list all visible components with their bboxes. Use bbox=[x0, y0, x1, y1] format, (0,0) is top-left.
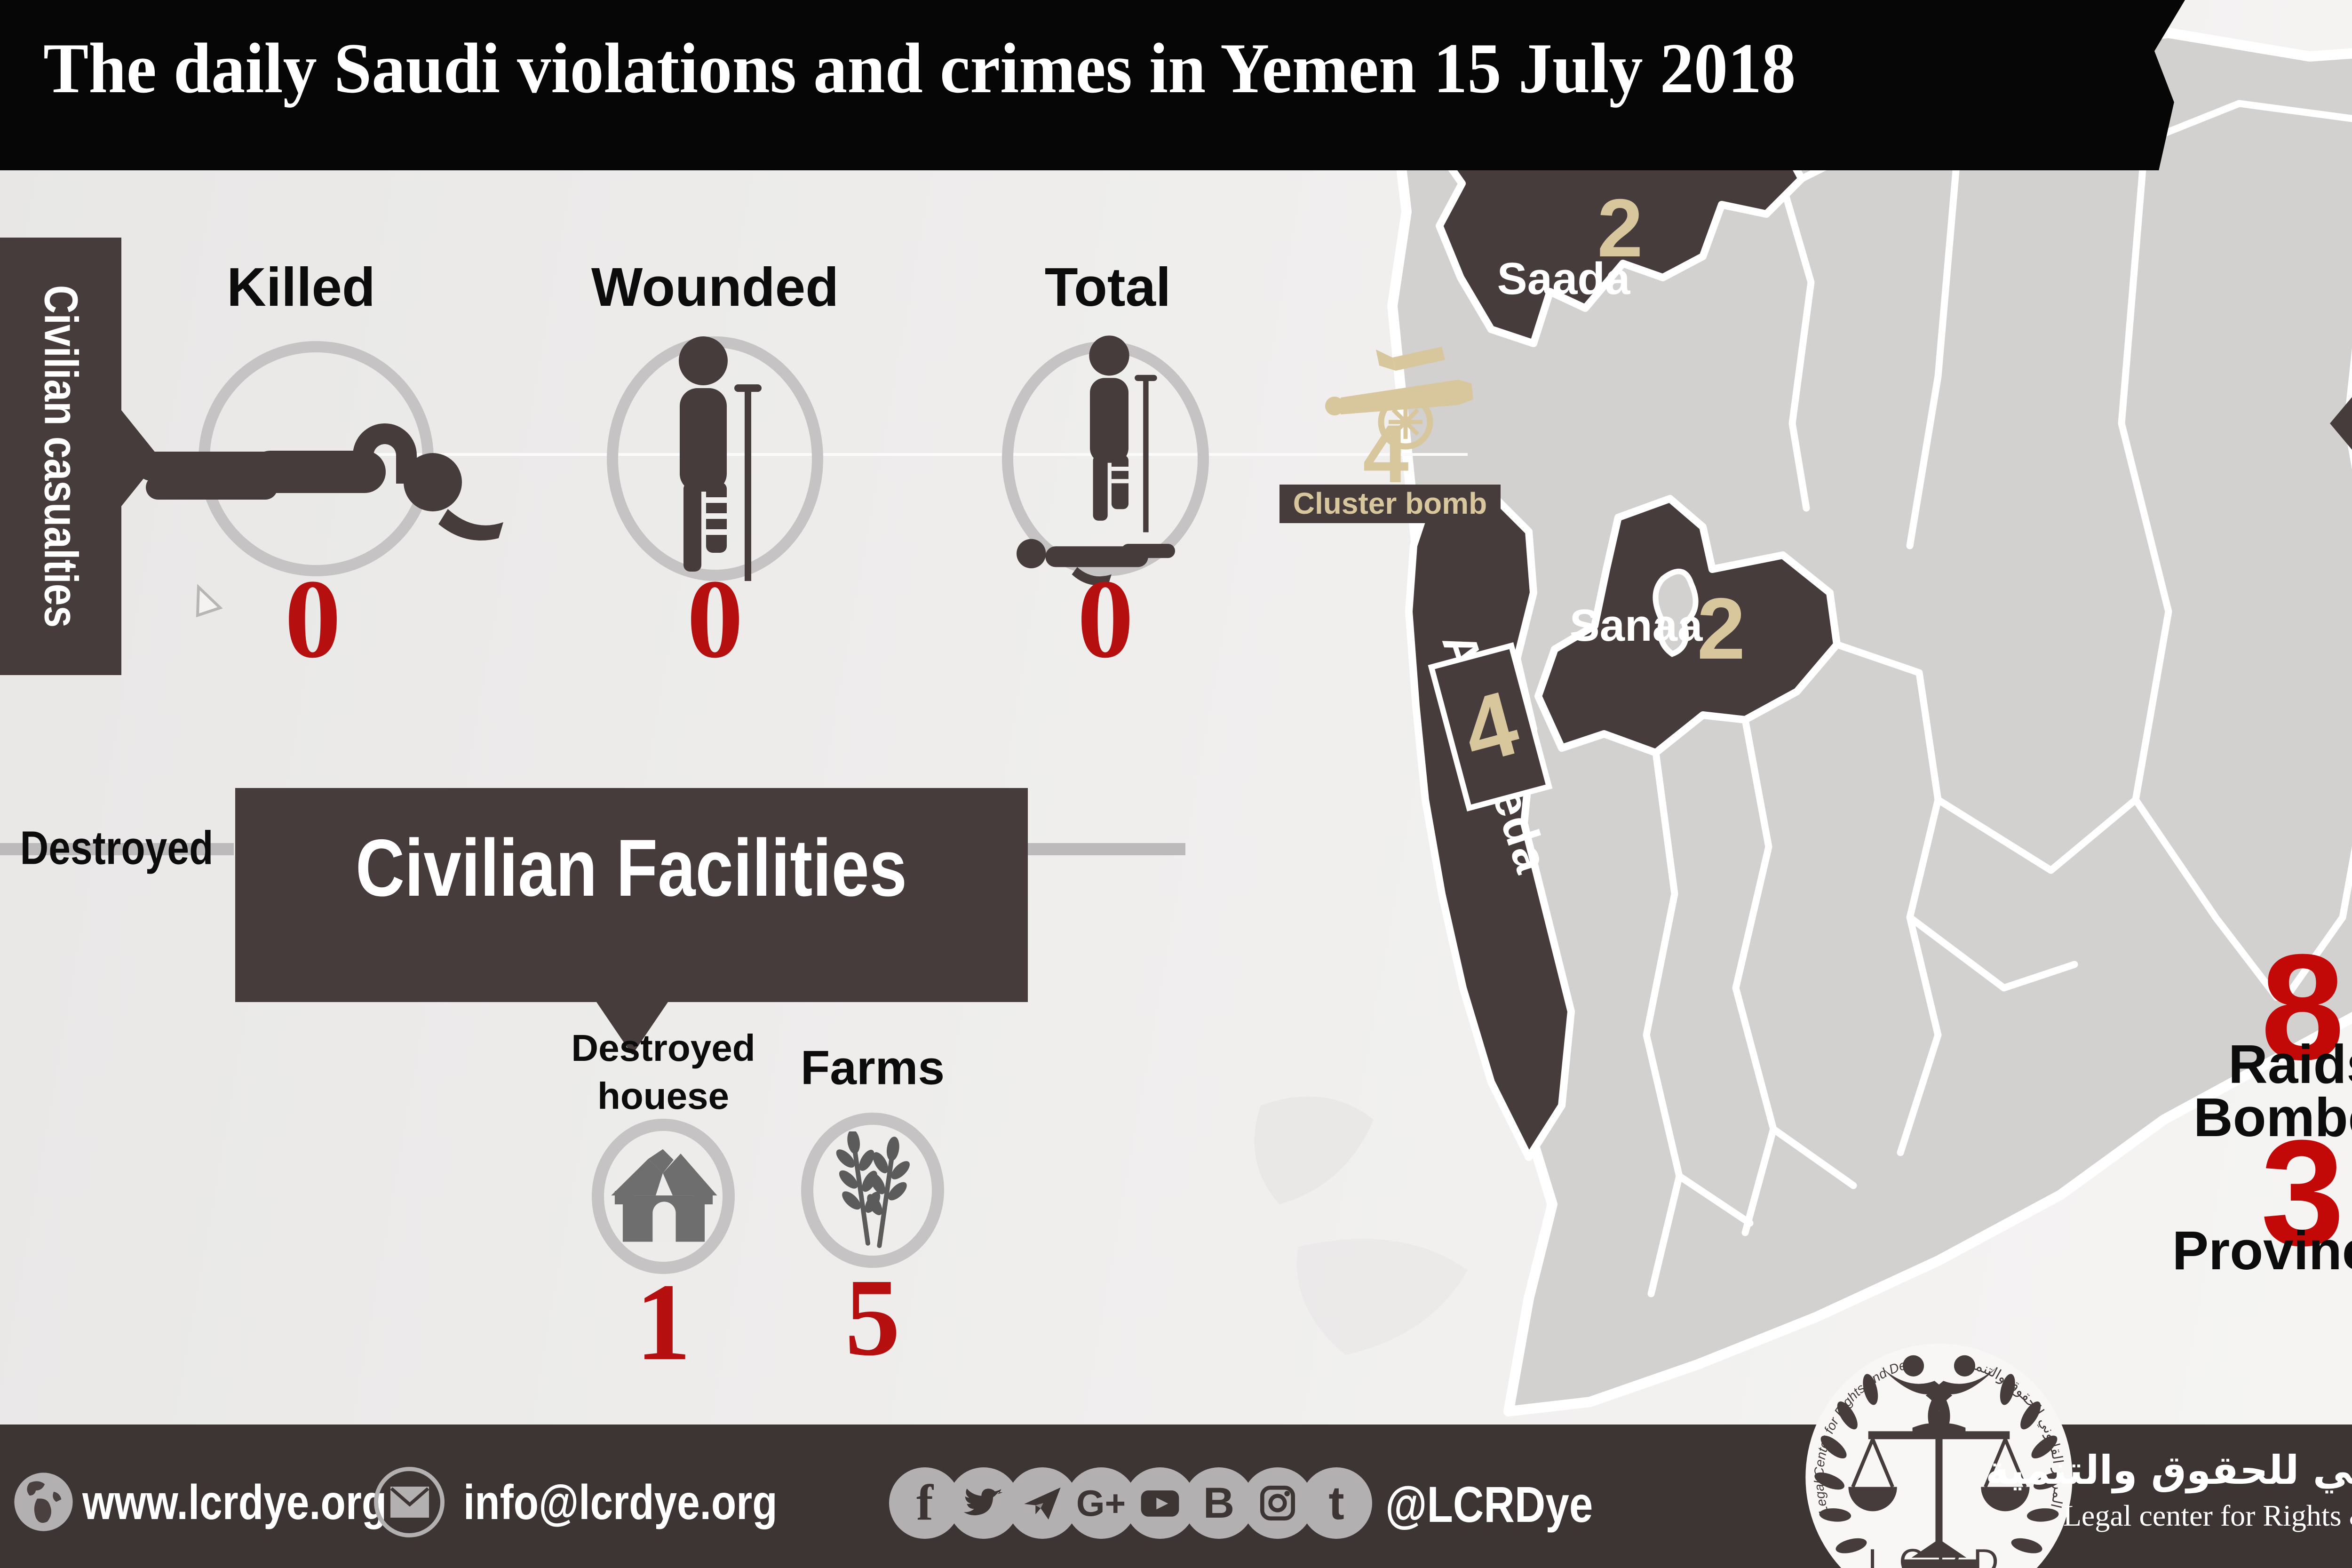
org-name-english: Legal center for Rights & Development bbox=[2063, 1499, 2352, 1532]
yemen-map: 2 Saada Sanaa 2 AlHodieda 4 4 Cluster bbox=[1204, 14, 2352, 1417]
killed-label: Killed bbox=[227, 256, 375, 318]
sanaa-value: 2 bbox=[1697, 581, 1746, 677]
social-facebook-icon[interactable]: f bbox=[889, 1467, 961, 1539]
provinces-value: 3 bbox=[2261, 1108, 2344, 1277]
cluster-bomb-cannon-icon bbox=[1325, 347, 1473, 450]
social-twitter-icon[interactable] bbox=[948, 1467, 1019, 1539]
farms-label: Farms bbox=[800, 1041, 945, 1095]
killed-value: 0 bbox=[285, 556, 341, 681]
website-link[interactable]: www.lcrdye.org bbox=[82, 1475, 387, 1530]
province-alhodieda bbox=[1405, 486, 1575, 1161]
airstrikes-banner-arrow bbox=[2330, 376, 2352, 470]
farms-value: 5 bbox=[845, 1256, 900, 1378]
destroyed-house-icon bbox=[611, 1149, 717, 1243]
saada-value: 2 bbox=[1597, 183, 1643, 274]
destroyed-house-label-line1: Destroyed bbox=[571, 1027, 755, 1069]
social-handle[interactable]: @LCRDye bbox=[1385, 1476, 1593, 1533]
wounded-person-icon bbox=[679, 336, 762, 581]
envelope-icon bbox=[390, 1487, 429, 1518]
email-icon bbox=[374, 1467, 445, 1537]
destroyed-connector-bar-right bbox=[1028, 843, 1185, 855]
total-persons-icon bbox=[1017, 335, 1175, 586]
sanaa-inner-area bbox=[1653, 568, 1699, 657]
total-label: Total bbox=[1044, 256, 1171, 318]
total-value: 0 bbox=[1077, 556, 1134, 681]
destroyed-house-label-line2: houese bbox=[597, 1075, 730, 1117]
header-band bbox=[0, 0, 2185, 170]
saada-label: Saada bbox=[1497, 254, 1630, 304]
destroyed-house-value: 1 bbox=[636, 1261, 691, 1383]
globe-icon bbox=[14, 1472, 73, 1531]
sea-shading bbox=[1254, 1096, 1468, 1355]
civilian-facilities-title: Civilian Facilities bbox=[355, 823, 907, 913]
email-link[interactable]: info@lcrdye.org bbox=[463, 1475, 778, 1530]
logo-laurel bbox=[1814, 1374, 2064, 1553]
wounded-value: 0 bbox=[687, 556, 743, 681]
destroyed-connector-bar-left bbox=[0, 843, 234, 855]
logo-figures bbox=[1881, 1355, 1997, 1435]
page-title: The daily Saudi violations and crimes in… bbox=[43, 29, 1796, 108]
civilian-casualties-banner-label: Civilian casualties bbox=[34, 285, 87, 628]
logo-acronym: LCRD bbox=[1868, 1542, 2010, 1568]
civilian-facilities-box bbox=[235, 788, 1028, 1002]
logo-scales bbox=[1848, 1411, 2030, 1568]
wounded-label: Wounded bbox=[591, 256, 839, 318]
org-name-arabic: المركز القانوني للحقوق والتنمية bbox=[1985, 1447, 2352, 1493]
civilian-facilities-box-tail bbox=[596, 1002, 668, 1055]
bombed-label: Bombed bbox=[2193, 1087, 2352, 1148]
cluster-bomb-label: Cluster bomb bbox=[1293, 486, 1487, 520]
farms-wheat-icon bbox=[836, 1131, 910, 1248]
cursor-triangle bbox=[196, 584, 223, 618]
lcrd-logo: Legal Center for Rights and Development … bbox=[1805, 1344, 2073, 1568]
raids-label: Raids bbox=[2228, 1034, 2352, 1095]
destroyed-connector-label: Destroyed bbox=[20, 821, 214, 875]
killed-person-icon bbox=[136, 423, 503, 541]
raids-value: 8 bbox=[2261, 923, 2344, 1091]
alhodieda-value-box: 4 bbox=[1428, 642, 1553, 812]
provinces-label: Provinces bbox=[2172, 1220, 2352, 1281]
social-tumblr-icon[interactable]: t bbox=[1301, 1467, 1372, 1539]
civilian-casualties-banner bbox=[0, 238, 121, 675]
sanaa-label: Sanaa bbox=[1570, 600, 1703, 651]
cluster-bomb-label-bar bbox=[1279, 485, 1501, 523]
